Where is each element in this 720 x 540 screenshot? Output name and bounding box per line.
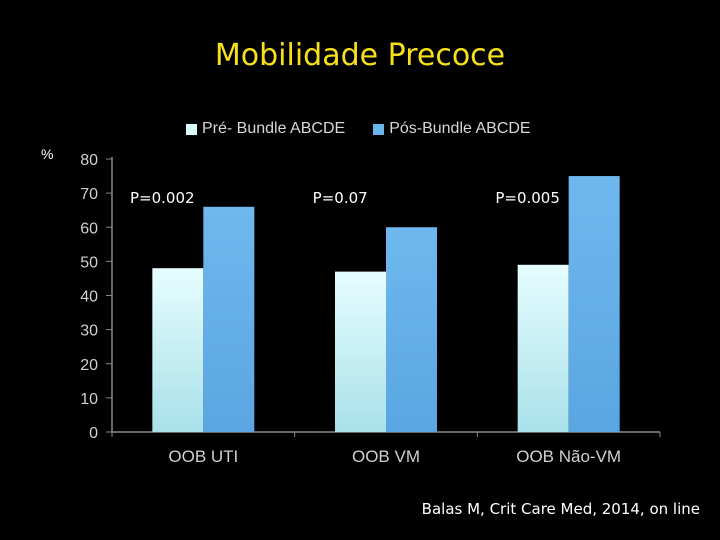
p-value-annotation: P=0.005 bbox=[495, 189, 560, 207]
y-tick-label: 30 bbox=[80, 323, 98, 340]
bar-pos bbox=[203, 206, 255, 432]
p-value-annotation: P=0.002 bbox=[130, 189, 195, 207]
bar-pos bbox=[386, 227, 437, 432]
legend-label-pos: Pós-Bundle ABCDE bbox=[389, 120, 531, 137]
chart-legend: Pré- Bundle ABCDE Pós-Bundle ABCDE bbox=[186, 120, 559, 138]
x-category-label: OOB Não-VM bbox=[516, 447, 621, 466]
y-tick-label: 70 bbox=[80, 186, 98, 203]
slide-title: Mobilidade Precoce bbox=[214, 38, 506, 73]
y-tick-label: 80 bbox=[80, 152, 98, 169]
y-tick-label: 0 bbox=[89, 425, 98, 442]
y-tick-label: 60 bbox=[80, 220, 98, 237]
y-unit-label: % bbox=[41, 146, 54, 162]
legend-item-pre: Pré- Bundle ABCDE bbox=[186, 120, 345, 138]
legend-item-pos: Pós-Bundle ABCDE bbox=[373, 120, 531, 138]
y-tick-label: 40 bbox=[80, 289, 98, 306]
bar-pre bbox=[335, 271, 386, 432]
x-category-label: OOB UTI bbox=[168, 447, 238, 466]
p-value-annotation: P=0.07 bbox=[313, 189, 368, 207]
legend-swatch-pos bbox=[373, 123, 385, 135]
y-tick-label: 50 bbox=[80, 254, 98, 271]
legend-label-pre: Pré- Bundle ABCDE bbox=[202, 120, 346, 137]
bar-pos bbox=[568, 176, 620, 432]
bar-pre bbox=[152, 268, 204, 432]
y-tick-label: 20 bbox=[80, 357, 98, 374]
legend-swatch-pre bbox=[186, 123, 197, 135]
x-category-label: OOB VM bbox=[352, 447, 420, 466]
bar-pre bbox=[517, 264, 569, 432]
y-tick-label: 10 bbox=[80, 391, 98, 408]
source-citation: Balas M, Crit Care Med, 2014, on line bbox=[421, 500, 700, 518]
